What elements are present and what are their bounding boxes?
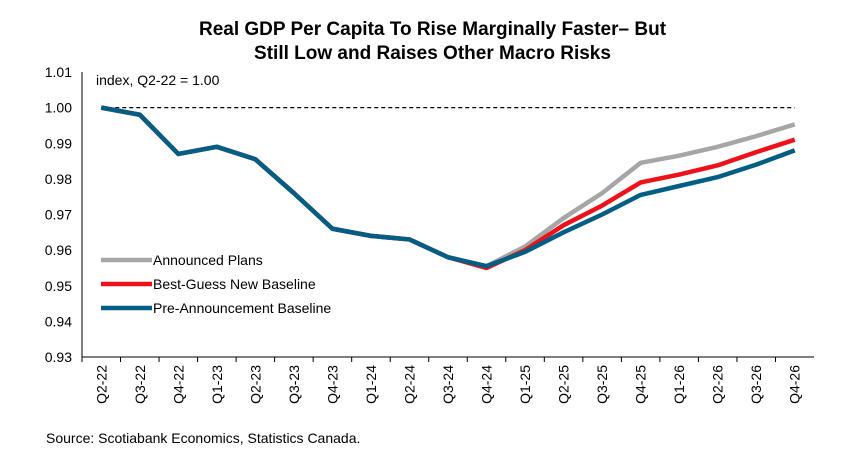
x-tick-label: Q1-23 (209, 365, 225, 404)
x-tick-label: Q3-23 (286, 365, 302, 404)
y-tick-label: 1.01 (45, 64, 72, 80)
y-tick-label: 0.98 (45, 171, 72, 187)
legend-label-1: Best-Guess New Baseline (153, 276, 316, 292)
source-note: Source: Scotiabank Economics, Statistics… (46, 430, 361, 446)
x-tick-label: Q4-23 (324, 365, 340, 404)
x-tick-label: Q2-26 (710, 365, 726, 404)
y-tick-label: 0.93 (45, 349, 72, 365)
y-tick-label: 0.99 (45, 135, 72, 151)
legend-label-2: Pre-Announcement Baseline (153, 300, 331, 316)
x-tick-label: Q1-26 (671, 365, 687, 404)
legend-label-0: Announced Plans (153, 252, 263, 268)
series-line-2 (100, 105, 796, 269)
x-tick-label: Q1-25 (517, 365, 533, 404)
title-line-1: Real GDP Per Capita To Rise Marginally F… (198, 19, 667, 40)
x-tick-label: Q4-26 (787, 365, 803, 404)
x-tick-label: Q3-24 (440, 365, 456, 404)
y-tick-label: 0.96 (45, 242, 72, 258)
x-tick-label: Q4-24 (479, 365, 495, 404)
x-tick-label: Q2-22 (93, 365, 109, 404)
y-tick-label: 0.97 (45, 207, 72, 223)
x-tick-label: Q4-25 (633, 365, 649, 404)
y-tick-label: 0.94 (45, 313, 72, 329)
x-tick-label: Q1-24 (363, 365, 379, 404)
x-tick-label: Q2-23 (247, 365, 263, 404)
series-line-0 (100, 105, 796, 269)
series-line-1 (100, 105, 796, 271)
x-tick-label: Q3-25 (594, 365, 610, 404)
x-tick-label: Q2-24 (401, 365, 417, 404)
x-tick-label: Q4-22 (170, 365, 186, 404)
title-line-2: Still Low and Raises Other Macro Risks (254, 43, 611, 64)
y-tick-label: 0.95 (45, 278, 72, 294)
x-tick-label: Q3-22 (132, 365, 148, 404)
x-tick-label: Q2-25 (556, 365, 572, 404)
chart-title: Real GDP Per Capita To Rise Marginally F… (0, 18, 865, 66)
y-tick-label: 1.00 (45, 100, 72, 116)
annotation: index, Q2-22 = 1.00 (96, 72, 220, 88)
x-tick-label: Q3-26 (748, 365, 764, 404)
